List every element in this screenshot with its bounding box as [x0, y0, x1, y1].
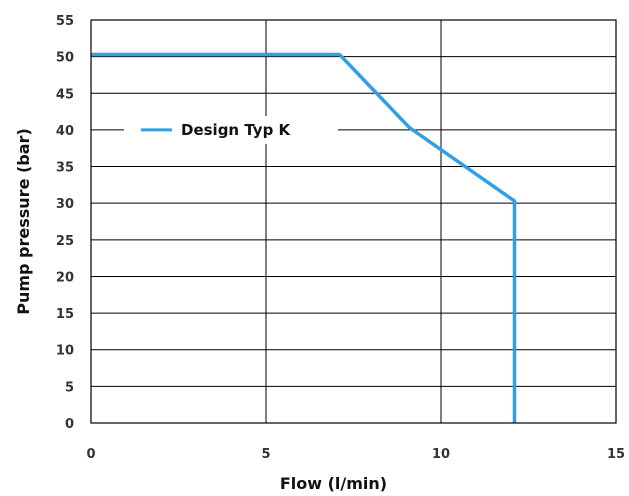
y-tick-label: 10 — [56, 344, 74, 359]
legend: Design Typ K — [124, 115, 338, 144]
plot-frame — [90, 19, 617, 424]
y-tick-label: 15 — [56, 307, 74, 322]
y-tick-label: 25 — [56, 234, 74, 249]
y-axis-label: Pump pressure (bar) — [14, 128, 33, 315]
x-tick-label: 5 — [261, 447, 270, 462]
series-lines — [91, 52, 517, 423]
y-tick-label: 45 — [56, 87, 74, 102]
x-tick-label: 0 — [86, 447, 95, 462]
x-axis-label: Flow (l/min) — [280, 474, 387, 493]
y-tick-labels: 0 5 10 15 20 25 30 35 40 45 50 55 — [56, 14, 74, 432]
x-tick-labels: 0 5 10 15 — [86, 447, 625, 462]
grid — [90, 19, 617, 424]
y-tick-label: 30 — [56, 197, 74, 212]
y-tick-label: 50 — [56, 51, 74, 66]
x-tick-label: 15 — [607, 447, 625, 462]
y-tick-label: 0 — [65, 417, 74, 432]
y-tick-label: 35 — [56, 161, 74, 176]
y-tick-label: 5 — [65, 380, 74, 395]
y-tick-label: 55 — [56, 14, 74, 29]
x-tick-label: 10 — [432, 447, 450, 462]
y-tick-label: 20 — [56, 270, 74, 285]
series-line — [91, 52, 517, 423]
legend-label: Design Typ K — [181, 121, 292, 139]
y-tick-label: 40 — [56, 124, 74, 139]
